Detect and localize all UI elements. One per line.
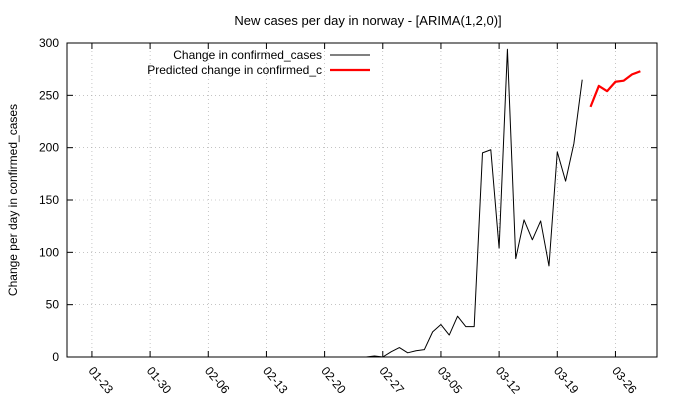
y-axis-label: Change per day in confirmed_cases [6, 104, 20, 296]
grid-lines [67, 43, 657, 357]
legend-label: Predicted change in confirmed_c [147, 63, 322, 77]
y-tick-label: 250 [39, 88, 59, 102]
series-lines [83, 48, 641, 358]
x-tick-label: 02-20 [318, 364, 349, 397]
series-line-predicted [589, 70, 641, 108]
x-tick-label: 03-26 [609, 364, 640, 397]
chart-title: New cases per day in norway - [ARIMA(1,2… [234, 13, 501, 28]
legend-label: Change in confirmed_cases [173, 48, 322, 62]
axis-ticks: 0 50 100 150 200 250 300 01-23 01-30 02-06 02-13 02… [39, 36, 657, 397]
x-tick-label: 01-23 [86, 364, 117, 397]
y-tick-label: 100 [39, 245, 59, 259]
x-tick-label: 02-27 [376, 364, 407, 397]
y-tick-label: 150 [39, 193, 59, 207]
x-tick-label: 02-06 [202, 364, 233, 397]
y-tick-label: 0 [52, 350, 59, 364]
x-tick-label: 03-05 [435, 364, 466, 397]
y-tick-label: 200 [39, 141, 59, 155]
x-tick-label: 03-12 [493, 364, 524, 397]
x-tick-label: 01-30 [144, 364, 175, 397]
y-tick-label: 50 [46, 298, 60, 312]
y-tick-label: 300 [39, 36, 59, 50]
x-tick-label: 02-13 [260, 364, 291, 397]
series-line-actual [83, 48, 583, 358]
x-tick-label: 03-19 [551, 364, 582, 397]
